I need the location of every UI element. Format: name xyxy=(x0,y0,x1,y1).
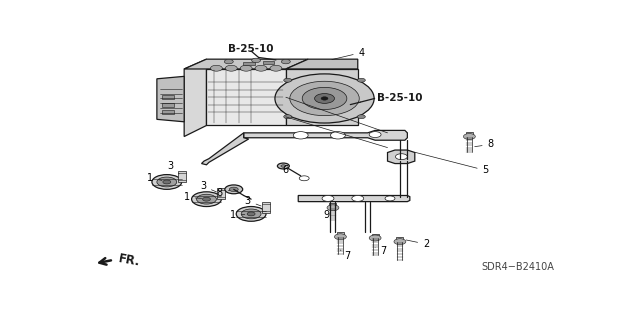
Circle shape xyxy=(300,176,309,181)
Text: 3: 3 xyxy=(200,181,216,192)
Circle shape xyxy=(282,59,291,64)
Circle shape xyxy=(394,239,406,245)
Circle shape xyxy=(236,206,266,221)
FancyBboxPatch shape xyxy=(162,95,174,99)
FancyBboxPatch shape xyxy=(466,132,473,137)
Text: 7: 7 xyxy=(375,247,387,256)
Text: B-25-10: B-25-10 xyxy=(376,93,422,103)
Circle shape xyxy=(277,163,289,169)
Circle shape xyxy=(252,58,260,63)
Text: 2: 2 xyxy=(406,239,429,249)
Circle shape xyxy=(357,78,365,82)
Text: 1: 1 xyxy=(147,173,162,183)
FancyBboxPatch shape xyxy=(396,237,403,242)
Circle shape xyxy=(284,78,292,82)
Text: 8: 8 xyxy=(475,139,493,149)
Polygon shape xyxy=(298,196,410,202)
Circle shape xyxy=(196,194,216,204)
Text: 8: 8 xyxy=(217,188,230,197)
Text: 6: 6 xyxy=(283,166,289,175)
Text: 4: 4 xyxy=(332,48,365,60)
Text: SDR4−B2410A: SDR4−B2410A xyxy=(481,262,554,272)
Polygon shape xyxy=(286,69,358,125)
Polygon shape xyxy=(184,59,207,137)
Circle shape xyxy=(352,196,364,201)
Circle shape xyxy=(281,165,286,167)
Circle shape xyxy=(385,196,395,201)
FancyBboxPatch shape xyxy=(178,171,186,182)
Text: 1: 1 xyxy=(184,192,202,203)
Text: 3: 3 xyxy=(168,161,179,174)
Circle shape xyxy=(369,132,381,137)
Circle shape xyxy=(284,115,292,119)
Circle shape xyxy=(225,185,243,194)
Text: B-25-10: B-25-10 xyxy=(228,44,274,54)
Circle shape xyxy=(157,177,177,187)
Polygon shape xyxy=(244,130,408,140)
FancyBboxPatch shape xyxy=(243,62,255,65)
Circle shape xyxy=(225,65,237,71)
Circle shape xyxy=(302,87,347,109)
Circle shape xyxy=(247,212,255,216)
Text: 1: 1 xyxy=(230,210,244,220)
Polygon shape xyxy=(202,133,249,165)
FancyBboxPatch shape xyxy=(218,188,225,199)
Circle shape xyxy=(463,134,476,139)
Polygon shape xyxy=(157,76,184,122)
Polygon shape xyxy=(388,150,415,164)
Text: FR.: FR. xyxy=(117,252,141,269)
FancyBboxPatch shape xyxy=(330,203,337,208)
Circle shape xyxy=(357,115,365,119)
Text: 7: 7 xyxy=(340,250,350,261)
Circle shape xyxy=(191,192,221,206)
FancyBboxPatch shape xyxy=(337,232,344,237)
FancyBboxPatch shape xyxy=(162,103,174,107)
Text: 3: 3 xyxy=(244,196,261,206)
FancyBboxPatch shape xyxy=(162,110,174,114)
Circle shape xyxy=(211,65,222,71)
Circle shape xyxy=(396,154,408,160)
Circle shape xyxy=(315,93,335,103)
Circle shape xyxy=(335,234,346,240)
Circle shape xyxy=(240,65,252,71)
Circle shape xyxy=(202,197,211,201)
Circle shape xyxy=(327,205,339,211)
Text: 9: 9 xyxy=(323,210,335,220)
Circle shape xyxy=(290,81,359,116)
FancyBboxPatch shape xyxy=(372,234,379,238)
Polygon shape xyxy=(286,59,358,69)
Polygon shape xyxy=(184,59,308,69)
Circle shape xyxy=(330,132,346,139)
Circle shape xyxy=(241,209,261,219)
Circle shape xyxy=(255,65,267,71)
Circle shape xyxy=(369,235,381,241)
Circle shape xyxy=(322,196,334,201)
Circle shape xyxy=(275,74,374,123)
Polygon shape xyxy=(207,69,286,125)
Circle shape xyxy=(293,132,308,139)
FancyBboxPatch shape xyxy=(262,202,270,213)
Circle shape xyxy=(225,59,233,64)
Text: 5: 5 xyxy=(415,152,489,175)
Circle shape xyxy=(229,187,238,191)
Circle shape xyxy=(321,97,328,100)
Circle shape xyxy=(152,174,182,189)
Circle shape xyxy=(270,65,282,71)
Circle shape xyxy=(163,180,171,184)
FancyBboxPatch shape xyxy=(262,61,275,64)
